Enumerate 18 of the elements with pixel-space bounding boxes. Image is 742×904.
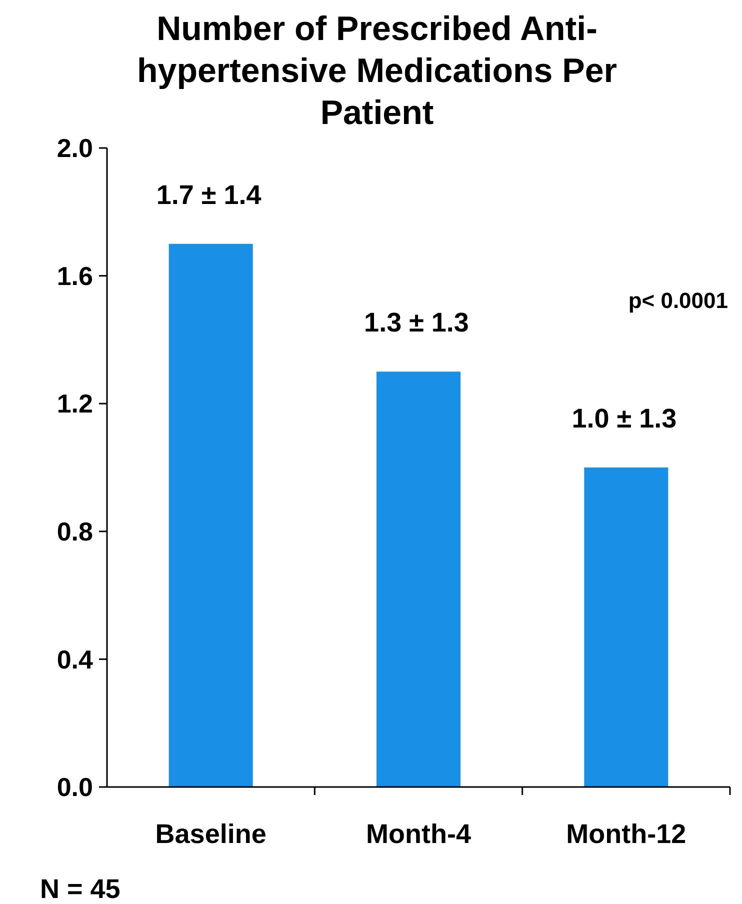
bar — [168, 244, 253, 787]
y-tick-label: 0.0 — [56, 772, 93, 802]
bar — [376, 372, 460, 787]
x-tick-label: Month-4 — [366, 819, 471, 849]
annotation: p< 0.0001 — [628, 288, 728, 313]
data-label: 1.0 ± 1.3 — [572, 404, 677, 434]
chart-title: Number of Prescribed Anti-hypertensive Medications Per Patient — [137, 10, 617, 132]
data-label: 1.7 ± 1.4 — [156, 180, 262, 210]
x-tick-label: Month-12 — [566, 819, 686, 849]
bar — [584, 468, 668, 787]
data-label: 1.3 ± 1.3 — [364, 308, 469, 338]
text: N = 45 — [40, 874, 120, 904]
x-tick-label: Baseline — [155, 819, 266, 849]
y-tick-label: 2.0 — [56, 133, 93, 164]
y-tick-label: 1.6 — [56, 260, 93, 291]
y-tick-label: 0.8 — [56, 516, 93, 546]
y-tick-label: 0.4 — [56, 644, 94, 674]
y-tick-label: 1.2 — [56, 388, 93, 419]
